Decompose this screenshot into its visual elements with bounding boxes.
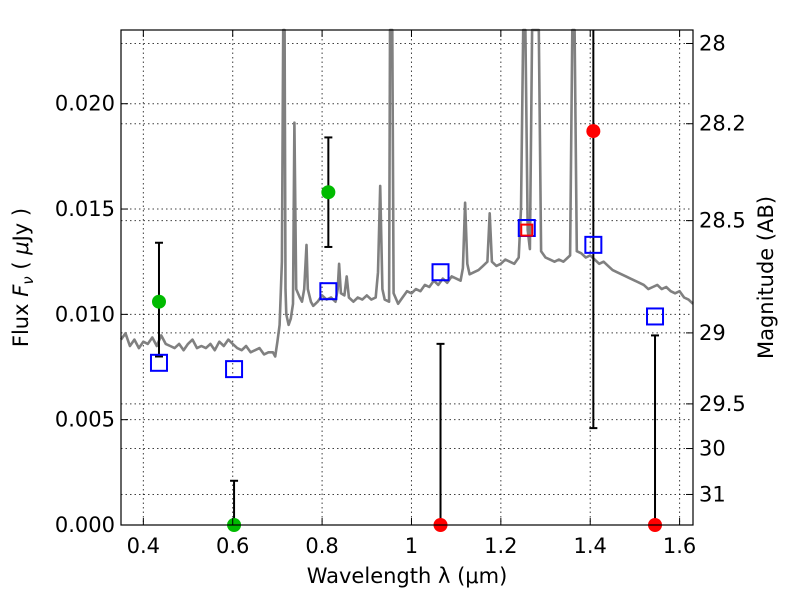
- y-axis-label-prefix: Flux: [9, 297, 33, 347]
- model-flux-square: [646, 307, 665, 326]
- y-axis-label-unit-open: (: [9, 255, 33, 277]
- y-axis-label-subscript: ν: [19, 276, 37, 284]
- photometry-point: [321, 185, 336, 200]
- magnitude-tick-label: 30: [699, 437, 726, 461]
- sed-model-line: [119, 28, 694, 358]
- y-axis-label: Flux Fν ( μJy ): [9, 208, 37, 347]
- y-axis-label-symbol: F: [9, 284, 33, 297]
- magnitude-tick-label: 29: [699, 321, 726, 345]
- x-tick-label: 0.6: [216, 534, 249, 558]
- x-tick-label: 1.6: [663, 534, 696, 558]
- plot-frame: [120, 29, 694, 526]
- grid-layer: [121, 30, 693, 526]
- magnitude-tick-label: 31: [699, 482, 726, 506]
- x-tick-label: 0.8: [305, 534, 338, 558]
- x-tick-label: 1: [405, 534, 418, 558]
- magnitude-tick-label: 28.5: [699, 209, 746, 233]
- sed-model-layer: [119, 28, 694, 358]
- model-flux-square: [520, 223, 534, 237]
- y-tick-label: 0.000: [55, 513, 115, 537]
- y-tick-label: 0.020: [55, 92, 115, 116]
- x-axis-label: Wavelength λ (μm): [307, 564, 508, 588]
- y-tick-label: 0.015: [55, 197, 115, 221]
- right-axis-label: Magnitude (AB): [754, 196, 778, 359]
- magnitude-tick-label: 29.5: [699, 392, 746, 416]
- y-tick-label: 0.005: [55, 408, 115, 432]
- x-tick-label: 1.2: [484, 534, 517, 558]
- photometry-point: [151, 294, 166, 309]
- x-tick-label: 0.4: [127, 534, 160, 558]
- error-bar-layer: [154, 30, 660, 525]
- y-axis-label-mu: μ: [9, 241, 33, 255]
- magnitude-tick-label: 28.2: [699, 112, 746, 136]
- y-axis-label-unit-rest: Jy ): [9, 208, 33, 244]
- marker-layer: [149, 124, 665, 532]
- model-flux-square: [319, 282, 338, 301]
- photometry-point: [586, 124, 601, 139]
- x-tick-label: 1.4: [574, 534, 607, 558]
- model-flux-square: [149, 353, 168, 372]
- magnitude-tick-label: 28: [699, 31, 726, 55]
- model-flux-square: [431, 263, 450, 282]
- tick-layer: 0.4 0.6 0.8 1 1.2 1.4 1.6 0.000 0.005 0.010 0.015 0…: [55, 30, 746, 558]
- model-flux-square: [225, 360, 244, 379]
- y-tick-label: 0.010: [55, 302, 115, 326]
- model-flux-square: [584, 235, 603, 254]
